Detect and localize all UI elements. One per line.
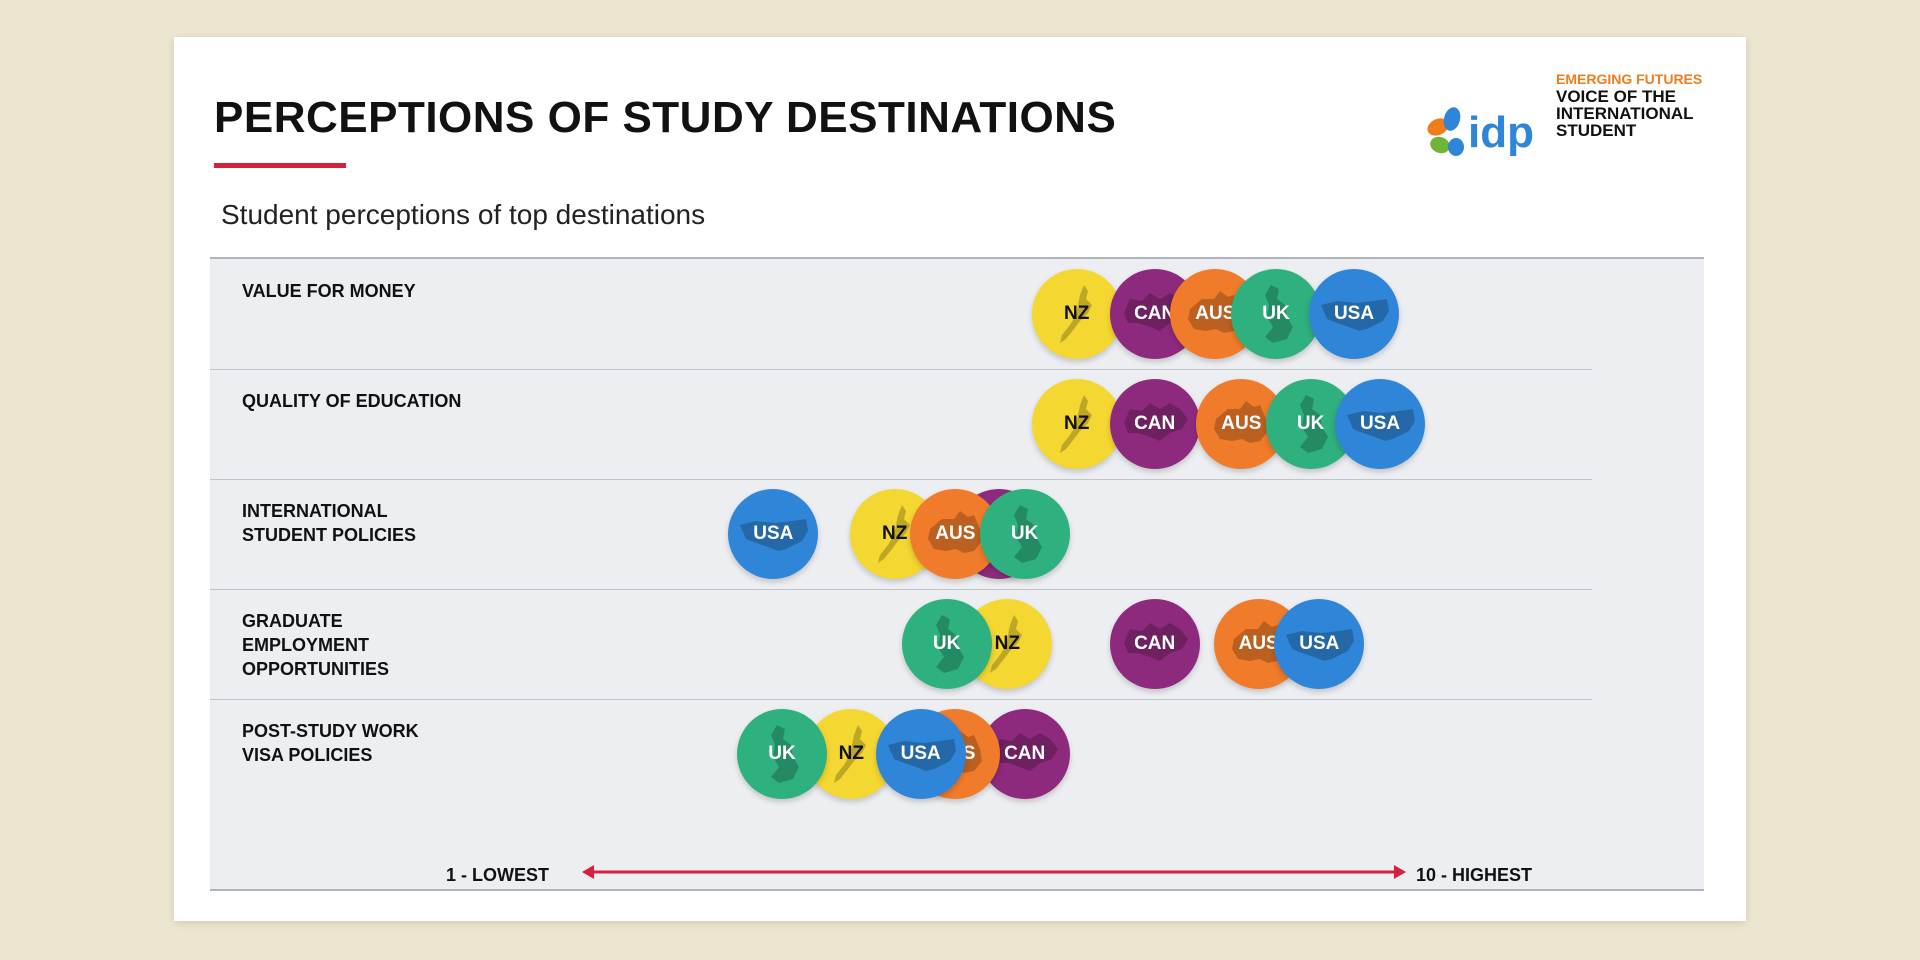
row-label-line: OPPORTUNITIES bbox=[242, 659, 390, 679]
scale-max-label: 10 - HIGHEST bbox=[1416, 865, 1533, 885]
data-point-label: AUS bbox=[1238, 633, 1279, 654]
row-separator bbox=[210, 369, 1592, 370]
data-point-label: AUS bbox=[935, 523, 976, 544]
data-point-nz: NZ bbox=[1031, 379, 1122, 469]
data-point-usa: USA bbox=[1309, 269, 1399, 359]
data-point-label: USA bbox=[1359, 413, 1401, 434]
data-point-label: UK bbox=[932, 633, 961, 654]
data-point-uk: UK bbox=[901, 599, 992, 689]
country-map-icon bbox=[1299, 395, 1328, 453]
row-label: GRADUATE EMPLOYMENT OPPORTUNITIES bbox=[242, 609, 482, 681]
row-separator bbox=[210, 589, 1592, 590]
data-point-usa: USA bbox=[875, 709, 966, 799]
country-map-icon bbox=[1123, 403, 1188, 441]
data-point-usa: USA bbox=[728, 489, 819, 579]
data-point-label: UK bbox=[1262, 303, 1290, 324]
data-point-label: UK bbox=[768, 743, 796, 764]
country-map-icon bbox=[834, 725, 867, 783]
data-point-label: USA bbox=[900, 743, 941, 764]
row-separator bbox=[210, 479, 1592, 480]
chart-subtitle: Student perceptions of top destinations bbox=[221, 199, 706, 230]
data-point-label: UK bbox=[1010, 523, 1039, 544]
data-point-label: USA bbox=[1299, 633, 1340, 654]
data-point-usa: USA bbox=[1335, 379, 1425, 469]
country-map-icon bbox=[1321, 299, 1389, 331]
data-point-label: USA bbox=[753, 523, 794, 544]
row-label: VALUE FOR MONEY bbox=[242, 279, 482, 303]
country-map-icon bbox=[740, 519, 809, 551]
data-point-label: CAN bbox=[1134, 633, 1176, 654]
row-label: INTERNATIONAL STUDENT POLICIES bbox=[242, 499, 482, 547]
country-map-icon bbox=[1013, 505, 1042, 563]
data-point-can: CAN bbox=[1109, 599, 1200, 689]
country-map-icon bbox=[887, 739, 956, 771]
row-label-line: INTERNATIONAL bbox=[242, 501, 388, 521]
country-map-icon bbox=[993, 733, 1058, 771]
data-point-nz: NZ bbox=[1031, 269, 1122, 359]
logo-line-3: INTERNATIONAL bbox=[1556, 104, 1694, 123]
country-map-icon bbox=[1059, 285, 1092, 343]
data-point-label: NZ bbox=[881, 523, 908, 544]
logo-line-2: VOICE OF THE bbox=[1556, 87, 1676, 106]
logo-line-4: STUDENT bbox=[1556, 121, 1637, 140]
row-label-line: VALUE FOR MONEY bbox=[242, 281, 416, 301]
row-separator bbox=[210, 699, 1592, 700]
logo-line-1: EMERGING FUTURES bbox=[1556, 71, 1703, 87]
chart-panel: 1 - LOWEST 10 - HIGHEST VALUE FOR MONEY Q… bbox=[210, 257, 1704, 891]
data-point-label: CAN bbox=[1004, 743, 1046, 764]
title-underline bbox=[214, 163, 346, 168]
data-point-usa: USA bbox=[1274, 599, 1365, 689]
row-label: POST-STUDY WORK VISA POLICIES bbox=[242, 719, 482, 767]
country-map-icon bbox=[990, 615, 1023, 673]
data-point-uk: UK bbox=[1231, 269, 1321, 359]
row-label: QUALITY OF EDUCATION bbox=[242, 389, 482, 413]
country-map-icon bbox=[877, 505, 910, 563]
country-map-icon bbox=[1231, 621, 1286, 663]
country-map-icon bbox=[1214, 401, 1269, 443]
data-point-label: AUS bbox=[1195, 303, 1236, 324]
idp-flower-icon bbox=[1427, 107, 1464, 156]
country-map-icon bbox=[1188, 291, 1243, 333]
data-point-label: NZ bbox=[1063, 413, 1090, 434]
page-title: PERCEPTIONS OF STUDY DESTINATIONS bbox=[214, 93, 1117, 142]
data-point-label: CAN bbox=[1134, 413, 1176, 434]
data-point-label: USA bbox=[1333, 303, 1375, 324]
data-point-aus: AUS bbox=[1196, 379, 1287, 469]
data-point-label: CAN bbox=[1134, 303, 1176, 324]
data-point-label: UK bbox=[1296, 413, 1325, 434]
data-point-can: CAN bbox=[1109, 379, 1200, 469]
data-point-uk: UK bbox=[979, 489, 1070, 579]
slide: PERCEPTIONS OF STUDY DESTINATIONS Studen… bbox=[174, 37, 1746, 921]
country-map-icon bbox=[1059, 395, 1092, 453]
row-label-line: GRADUATE bbox=[242, 611, 343, 631]
data-point-label: NZ bbox=[994, 633, 1020, 654]
row-label-line: VISA POLICIES bbox=[242, 745, 373, 765]
data-point-label: AUS bbox=[1221, 413, 1262, 434]
scale-min-label: 1 - LOWEST bbox=[446, 865, 549, 885]
report-brand: EMERGING FUTURES VOICE OF THE INTERNATIO… bbox=[1556, 71, 1702, 139]
country-map-icon bbox=[771, 725, 799, 783]
row-label-line: STUDENT POLICIES bbox=[242, 525, 417, 545]
data-point-label: NZ bbox=[1063, 303, 1090, 324]
row-label-line: EMPLOYMENT bbox=[242, 635, 370, 655]
row-label-line: POST-STUDY WORK bbox=[242, 721, 419, 741]
country-map-icon bbox=[935, 615, 964, 673]
country-map-icon bbox=[1123, 623, 1188, 661]
scale-arrow-icon bbox=[582, 865, 1406, 879]
idp-wordmark: idp bbox=[1468, 108, 1534, 157]
country-map-icon bbox=[1265, 285, 1293, 343]
country-map-icon bbox=[928, 511, 983, 553]
country-map-icon bbox=[1286, 629, 1355, 661]
idp-logo: idp bbox=[1427, 107, 1534, 157]
data-point-uk: UK bbox=[737, 709, 827, 799]
data-point-label: NZ bbox=[838, 743, 864, 764]
country-map-icon bbox=[1347, 409, 1415, 441]
row-label-line: QUALITY OF EDUCATION bbox=[242, 391, 462, 411]
